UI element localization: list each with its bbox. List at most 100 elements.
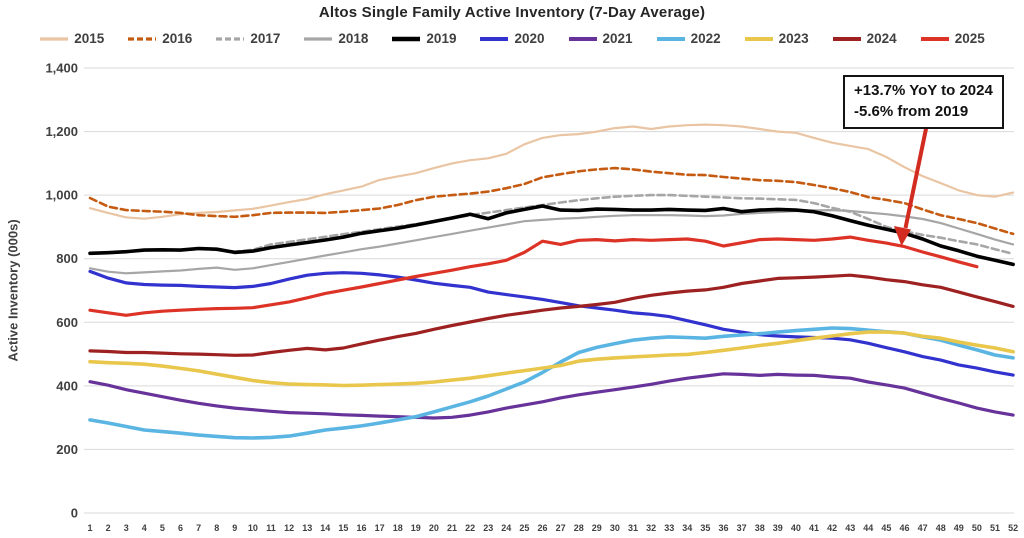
x-tick-label: 7	[196, 523, 201, 533]
legend-label-2022: 2022	[690, 31, 721, 46]
x-tick-label: 12	[284, 523, 294, 533]
x-tick-label: 38	[755, 523, 765, 533]
legend-label-2018: 2018	[338, 31, 369, 46]
x-tick-label: 17	[375, 523, 385, 533]
chart-title: Altos Single Family Active Inventory (7-…	[318, 4, 706, 21]
legend-item-2015: 2015	[39, 31, 104, 46]
x-tick-label: 48	[936, 523, 946, 533]
legend-label-2016: 2016	[162, 31, 193, 46]
series-line-2020	[88, 269, 1015, 377]
legend-label-2021: 2021	[602, 31, 633, 46]
legend-item-2024: 2024	[832, 31, 897, 46]
series-line-2023	[88, 330, 1015, 388]
x-tick-label: 32	[646, 523, 656, 533]
x-tick-label: 26	[537, 523, 547, 533]
x-tick-label: 30	[610, 523, 620, 533]
legend-swatch-2019	[392, 36, 421, 41]
series-line-2025	[88, 235, 979, 317]
legend-item-2022: 2022	[656, 31, 721, 46]
legend-item-2021: 2021	[568, 31, 633, 46]
series-line-2021	[88, 372, 1015, 420]
legend-swatch-2025	[920, 36, 949, 41]
x-tick-label: 8	[214, 523, 219, 533]
x-tick-label: 35	[700, 523, 710, 533]
legend-swatch-2017	[216, 36, 245, 41]
x-tick-label: 49	[954, 523, 964, 533]
annotation-arrow-head	[894, 226, 911, 246]
x-tick-label: 23	[483, 523, 493, 533]
x-tick-label: 45	[881, 523, 891, 533]
y-tick-label: 0	[71, 506, 78, 521]
y-tick-label: 1,400	[45, 61, 78, 76]
x-tick-label: 44	[863, 523, 873, 533]
annotation-line-2: -5.6% from 2019	[854, 103, 969, 121]
x-tick-label: 6	[178, 523, 183, 533]
x-tick-label: 15	[338, 523, 348, 533]
legend-label-2015: 2015	[74, 31, 105, 46]
legend-swatch-2021	[568, 36, 597, 41]
legend-label-2023: 2023	[778, 31, 809, 46]
legend-swatch-2020	[480, 36, 509, 41]
legend-label-2017: 2017	[250, 31, 281, 46]
x-tick-label: 39	[773, 523, 783, 533]
x-tick-label: 10	[248, 523, 258, 533]
legend-item-2025: 2025	[920, 31, 985, 46]
series-line-2016	[88, 166, 1015, 236]
series-line-2017	[88, 193, 1015, 256]
x-tick-label: 34	[682, 523, 692, 533]
x-tick-label: 5	[160, 523, 165, 533]
x-tick-label: 41	[809, 523, 819, 533]
y-tick-label: 1,000	[45, 188, 78, 203]
y-tick-label: 600	[56, 315, 78, 330]
x-tick-label: 24	[501, 523, 511, 533]
x-tick-label: 51	[990, 523, 1000, 533]
x-tick-label: 20	[429, 523, 439, 533]
x-tick-label: 21	[447, 523, 457, 533]
x-tick-label: 28	[574, 523, 584, 533]
x-tick-label: 46	[899, 523, 909, 533]
legend-item-2018: 2018	[303, 31, 368, 46]
legend-swatch-2018	[304, 36, 333, 41]
legend-swatch-2022	[656, 36, 685, 41]
legend-item-2020: 2020	[479, 31, 545, 46]
x-tick-label: 22	[465, 523, 475, 533]
x-tick-label: 52	[1008, 523, 1018, 533]
y-tick-label: 200	[56, 442, 78, 457]
x-tick-label: 9	[232, 523, 237, 533]
x-tick-label: 37	[737, 523, 747, 533]
x-tick-label: 40	[791, 523, 801, 533]
annotation-line-1: +13.7% YoY to 2024	[854, 82, 993, 99]
legend-item-2017: 2017	[215, 31, 280, 46]
x-tick-label: 3	[124, 523, 129, 533]
y-tick-label: 800	[56, 251, 78, 266]
x-tick-label: 11	[266, 523, 276, 533]
legend-label-2024: 2024	[866, 31, 897, 46]
series-line-2024	[88, 273, 1015, 357]
x-tick-label: 47	[918, 523, 928, 533]
x-tick-label: 19	[411, 523, 421, 533]
x-tick-label: 29	[592, 523, 602, 533]
series-line-2015	[88, 123, 1015, 220]
legend-swatch-2015	[40, 36, 69, 41]
x-tick-label: 13	[302, 523, 312, 533]
x-tick-label: 50	[972, 523, 982, 533]
x-tick-label: 2	[106, 523, 111, 533]
x-tick-label: 36	[718, 523, 728, 533]
legend-swatch-2024	[832, 36, 861, 41]
legend-item-2016: 2016	[127, 31, 192, 46]
annotation-callout: +13.7% YoY to 2024 -5.6% from 2019	[843, 75, 1004, 129]
x-tick-label: 14	[320, 523, 330, 533]
x-tick-label: 18	[393, 523, 403, 533]
series-line-2019	[88, 204, 1015, 267]
annotation-arrow-shaft	[903, 123, 929, 229]
legend-item-2023: 2023	[744, 31, 809, 46]
legend-label-2020: 2020	[514, 31, 545, 46]
series-line-2018	[88, 209, 1015, 275]
legend-label-2019: 2019	[426, 31, 457, 46]
y-tick-label: 1,200	[45, 124, 78, 139]
x-tick-label: 1	[87, 523, 92, 533]
x-tick-label: 42	[827, 523, 837, 533]
x-tick-label: 4	[142, 523, 147, 533]
